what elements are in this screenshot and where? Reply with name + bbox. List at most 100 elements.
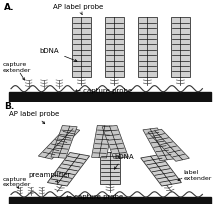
Point <box>18 194 21 196</box>
Point <box>122 22 125 25</box>
Point <box>50 139 53 141</box>
Line: 2 pts: 2 pts <box>47 148 59 151</box>
Point <box>63 139 66 141</box>
Point <box>113 80 116 83</box>
Line: 2 pts: 2 pts <box>63 132 75 134</box>
Point <box>71 71 74 73</box>
Point <box>170 187 173 189</box>
Point <box>161 161 164 163</box>
Point <box>104 22 107 25</box>
Point <box>174 183 177 185</box>
Point <box>175 131 178 134</box>
Bar <box>99 153 121 184</box>
Point <box>170 184 173 186</box>
Point <box>179 83 182 86</box>
Point <box>137 60 140 63</box>
Line: 2 pts: 2 pts <box>28 193 31 194</box>
Line: 2 pts: 2 pts <box>65 160 83 163</box>
Bar <box>143 128 174 161</box>
Point <box>137 65 140 68</box>
Point <box>31 85 33 88</box>
Point <box>118 159 121 162</box>
Point <box>63 152 66 155</box>
Point <box>43 186 46 189</box>
Point <box>27 86 30 88</box>
Line: 2 pts: 2 pts <box>98 130 110 131</box>
Bar <box>92 126 112 158</box>
Point <box>160 141 162 143</box>
Point <box>99 159 102 162</box>
Point <box>104 147 107 150</box>
Point <box>50 129 53 132</box>
Point <box>118 171 121 174</box>
Point <box>84 79 87 82</box>
Point <box>71 39 74 41</box>
Point <box>113 76 116 79</box>
Point <box>105 189 107 191</box>
Point <box>137 71 140 73</box>
Text: bDNA: bDNA <box>40 48 77 62</box>
Line: 2 pts: 2 pts <box>44 83 47 84</box>
Point <box>161 172 164 174</box>
Point <box>180 165 182 167</box>
Point <box>91 139 94 141</box>
Point <box>179 77 182 80</box>
Point <box>37 139 40 141</box>
Point <box>46 79 49 82</box>
Point <box>179 80 182 83</box>
Point <box>146 77 149 80</box>
Point <box>58 83 61 85</box>
Point <box>118 175 121 178</box>
Point <box>170 191 173 193</box>
Point <box>179 76 182 79</box>
Line: 2 pts: 2 pts <box>54 153 66 154</box>
Point <box>76 76 79 79</box>
Point <box>188 49 191 52</box>
Point <box>52 189 55 191</box>
Point <box>65 163 68 166</box>
Point <box>175 141 178 143</box>
Bar <box>104 18 124 78</box>
Line: 2 pts: 2 pts <box>146 133 159 134</box>
Point <box>65 171 68 174</box>
Point <box>40 186 43 189</box>
Line: 2 pts: 2 pts <box>150 129 167 160</box>
Point <box>71 22 74 25</box>
Point <box>43 83 45 85</box>
Point <box>174 186 177 188</box>
Point <box>104 139 107 141</box>
Point <box>161 157 164 160</box>
Line: 2 pts: 2 pts <box>144 159 162 162</box>
Text: preamplifier: preamplifier <box>29 171 71 182</box>
Point <box>18 193 21 195</box>
Line: 2 pts: 2 pts <box>151 142 164 143</box>
Line: 2 pts: 2 pts <box>147 162 165 165</box>
Point <box>43 87 45 89</box>
Point <box>104 39 107 41</box>
Point <box>24 82 27 85</box>
Point <box>183 76 186 79</box>
Point <box>65 179 68 182</box>
Point <box>32 189 35 192</box>
Point <box>47 179 49 182</box>
Text: B.: B. <box>4 101 15 110</box>
Point <box>58 86 61 88</box>
Line: 2 pts: 2 pts <box>149 137 161 139</box>
Point <box>104 60 107 63</box>
Point <box>58 87 61 89</box>
Point <box>155 49 158 52</box>
Point <box>38 192 40 194</box>
Line: 2 pts: 2 pts <box>62 164 80 167</box>
Point <box>104 129 107 132</box>
Point <box>170 184 173 186</box>
Point <box>160 145 162 147</box>
Point <box>71 65 74 68</box>
Line: 2 pts: 2 pts <box>51 179 69 182</box>
Point <box>113 143 116 145</box>
Point <box>76 82 79 85</box>
Point <box>188 150 190 152</box>
Point <box>29 190 32 192</box>
Point <box>16 186 18 189</box>
Point <box>155 28 158 30</box>
Line: 2 pts: 2 pts <box>169 187 172 188</box>
